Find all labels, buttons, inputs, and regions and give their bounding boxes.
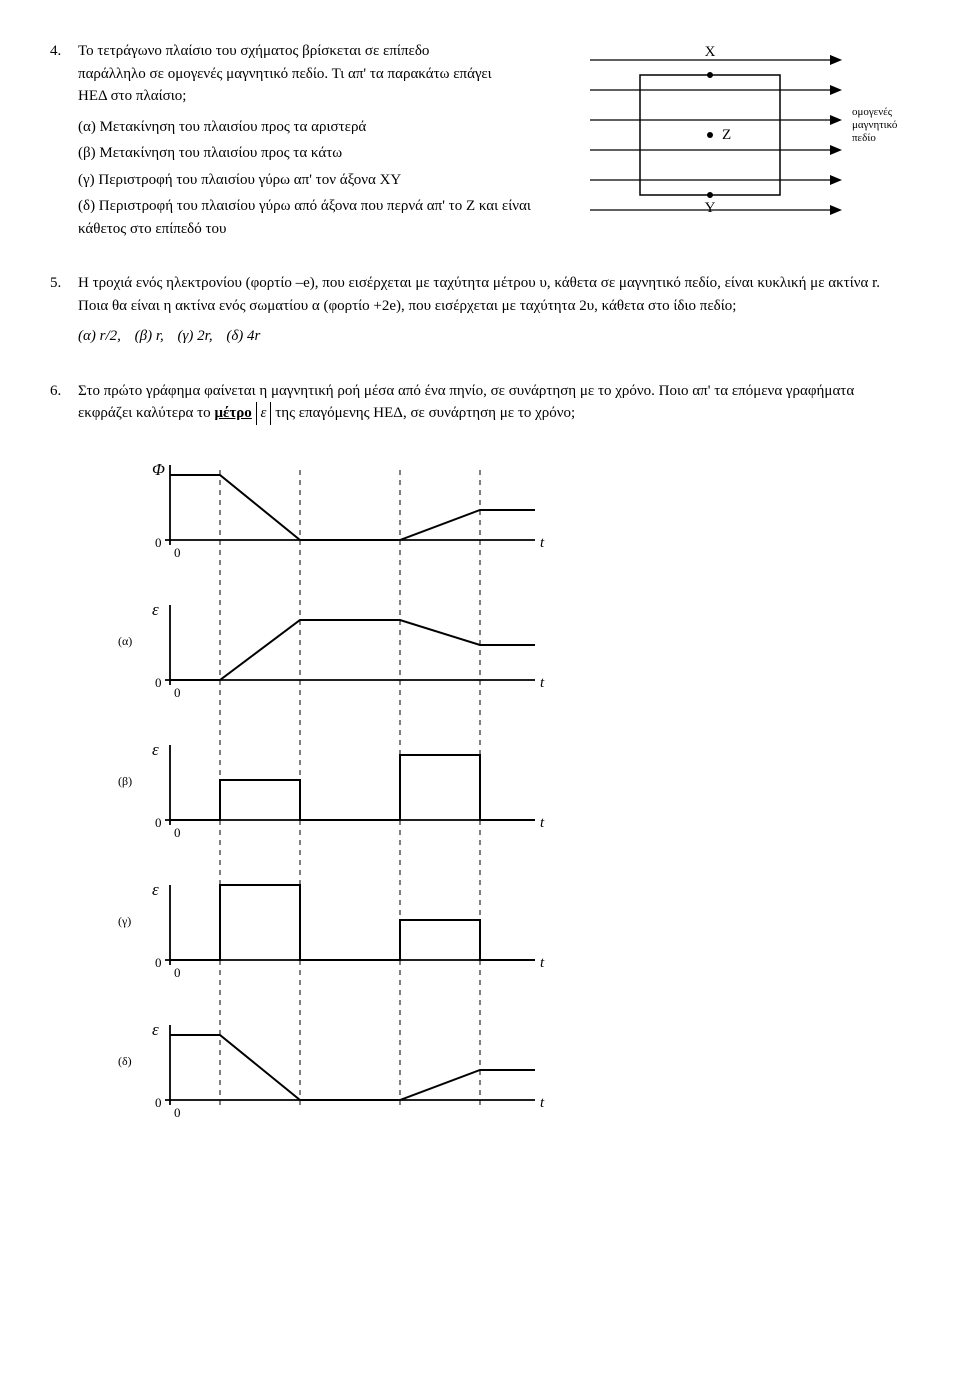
- svg-text:t: t: [540, 675, 545, 691]
- q4-option-c: (γ) Περιστροφή του πλαισίου γύρω απ' τον…: [78, 169, 560, 192]
- question-5: 5. Η τροχιά ενός ηλεκτρονίου (φορτίο –e)…: [50, 272, 910, 348]
- svg-text:0: 0: [155, 1095, 162, 1110]
- q4-field-label-2: μαγνητικό: [852, 119, 898, 131]
- svg-text:(δ): (δ): [118, 1054, 132, 1068]
- q5-option-a: (α) r/2,: [78, 328, 121, 344]
- q4-label-z: Z: [722, 127, 731, 143]
- svg-text:t: t: [540, 815, 545, 831]
- svg-text:(α): (α): [118, 634, 132, 648]
- svg-text:(β): (β): [118, 774, 132, 788]
- svg-text:ε: ε: [152, 740, 159, 759]
- svg-text:0: 0: [174, 545, 181, 560]
- svg-text:ε: ε: [152, 600, 159, 619]
- svg-text:0: 0: [155, 535, 162, 550]
- q5-option-c: (γ) 2r,: [178, 328, 213, 344]
- q5-stem: Η τροχιά ενός ηλεκτρονίου (φορτίο –e), π…: [78, 272, 910, 317]
- q6-panel-phi: Φ 0 0 t: [152, 460, 545, 560]
- question-4: 4. Το τετράγωνο πλαίσιο του σχήματος βρί…: [50, 40, 910, 240]
- svg-text:0: 0: [155, 815, 162, 830]
- svg-text:0: 0: [174, 965, 181, 980]
- svg-text:(γ): (γ): [118, 914, 131, 928]
- svg-text:t: t: [540, 955, 545, 971]
- svg-text:0: 0: [174, 685, 181, 700]
- q4-stem: Το τετράγωνο πλαίσιο του σχήματος βρίσκε…: [78, 40, 498, 108]
- q6-eps-symbol: ε: [256, 402, 272, 425]
- svg-text:0: 0: [174, 825, 181, 840]
- q5-option-b: (β) r,: [135, 328, 164, 344]
- q6-panel-delta: (δ) ε 0 0 t: [118, 1020, 545, 1120]
- q4-label-x: X: [705, 44, 716, 60]
- q4-figure: X Y Z ομογενές μαγνητικό πεδίο: [580, 40, 910, 230]
- q6-charts: Φ 0 0 t (α) ε 0 0 t (β): [110, 445, 910, 1133]
- q5-options: (α) r/2, (β) r, (γ) 2r, (δ) 4r: [78, 325, 910, 348]
- q4-number: 4.: [50, 40, 78, 63]
- q4-label-y: Y: [705, 200, 716, 216]
- q6-panel-alpha: (α) ε 0 0 t: [118, 600, 545, 700]
- svg-text:0: 0: [155, 955, 162, 970]
- q6-panel-beta: (β) ε 0 0 t: [118, 740, 545, 840]
- q5-option-d: (δ) 4r: [226, 328, 260, 344]
- q4-option-d: (δ) Περιστροφή του πλαισίου γύρω από άξο…: [78, 195, 560, 240]
- svg-text:t: t: [540, 535, 545, 551]
- q6-charts-svg: Φ 0 0 t (α) ε 0 0 t (β): [110, 445, 550, 1125]
- question-6: 6. Στο πρώτο γράφημα φαίνεται η μαγνητικ…: [50, 380, 910, 1133]
- svg-text:ε: ε: [152, 880, 159, 899]
- q4-field-label-1: ομογενές: [852, 106, 893, 118]
- svg-text:0: 0: [155, 675, 162, 690]
- svg-text:Φ: Φ: [152, 460, 165, 479]
- q6-number: 6.: [50, 380, 78, 403]
- svg-text:0: 0: [174, 1105, 181, 1120]
- svg-text:ε: ε: [152, 1020, 159, 1039]
- q4-option-b: (β) Μετακίνηση του πλαισίου προς τα κάτω: [78, 142, 560, 165]
- q4-option-a: (α) Μετακίνηση του πλαισίου προς τα αρισ…: [78, 116, 560, 139]
- svg-text:t: t: [540, 1095, 545, 1111]
- q6-panel-gamma: (γ) ε 0 0 t: [118, 880, 545, 980]
- q6-stem-mid: μέτρο: [214, 405, 251, 421]
- q4-field-label-3: πεδίο: [852, 132, 876, 144]
- q6-stem-2: της επαγόμενης ΗΕΔ, σε συνάρτηση με το χ…: [275, 405, 575, 421]
- q5-number: 5.: [50, 272, 78, 295]
